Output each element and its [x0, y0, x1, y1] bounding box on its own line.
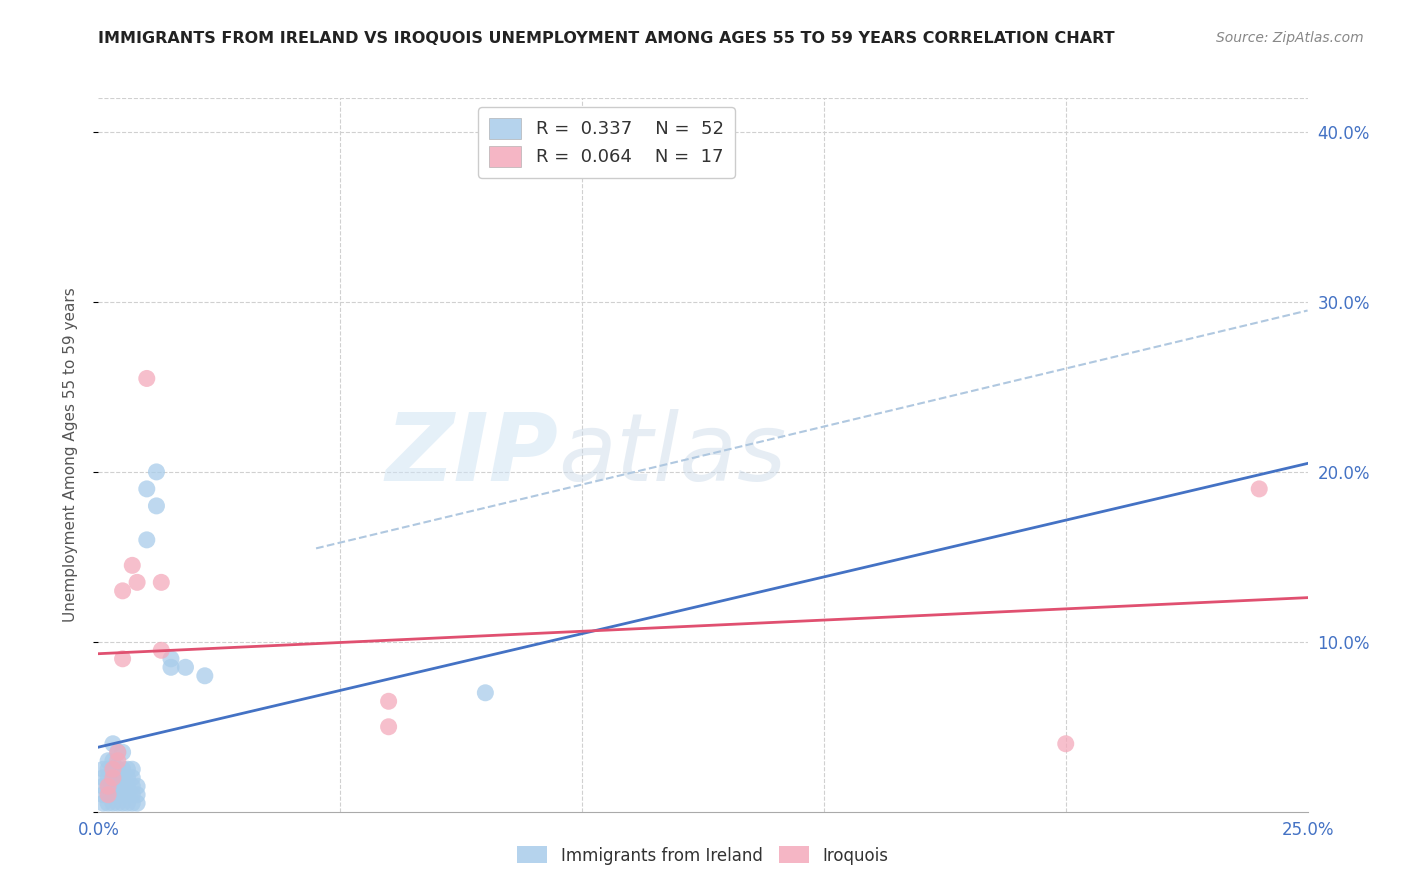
Point [107, 771, 129, 785]
Point [91, 762, 114, 776]
Point [107, 745, 129, 759]
Point [107, 788, 129, 802]
Point [121, 558, 143, 573]
Text: atlas: atlas [558, 409, 786, 500]
Point [117, 762, 139, 776]
Point [97, 754, 120, 768]
Point [97, 779, 120, 793]
Point [97, 762, 120, 776]
Point [127, 779, 149, 793]
Point [117, 796, 139, 810]
Point [101, 762, 124, 776]
Point [91, 788, 114, 802]
Point [135, 533, 157, 547]
Point [145, 499, 167, 513]
Text: IMMIGRANTS FROM IRELAND VS IROQUOIS UNEMPLOYMENT AMONG AGES 55 TO 59 YEARS CORRE: IMMIGRANTS FROM IRELAND VS IROQUOIS UNEM… [98, 31, 1115, 46]
Point [111, 745, 134, 759]
Point [107, 779, 129, 793]
Point [174, 660, 197, 674]
Point [97, 771, 120, 785]
Point [160, 660, 183, 674]
Point [117, 771, 139, 785]
Point [121, 771, 143, 785]
Point [1054, 737, 1077, 751]
Point [107, 762, 129, 776]
Point [127, 788, 149, 802]
Point [107, 754, 129, 768]
Point [101, 737, 124, 751]
Point [111, 796, 134, 810]
Point [111, 788, 134, 802]
Point [97, 788, 120, 802]
Point [101, 796, 124, 810]
Point [97, 788, 120, 802]
Point [91, 779, 114, 793]
Point [377, 720, 399, 734]
Text: Source: ZipAtlas.com: Source: ZipAtlas.com [1216, 31, 1364, 45]
Point [97, 779, 120, 793]
Point [101, 788, 124, 802]
Point [91, 796, 114, 810]
Point [121, 796, 143, 810]
Point [117, 788, 139, 802]
Point [145, 465, 167, 479]
Text: ZIP: ZIP [385, 409, 558, 501]
Point [377, 694, 399, 708]
Point [121, 779, 143, 793]
Point [107, 796, 129, 810]
Point [474, 686, 496, 700]
Point [121, 762, 143, 776]
Point [111, 779, 134, 793]
Point [117, 779, 139, 793]
Point [194, 669, 217, 683]
Point [91, 771, 114, 785]
Point [135, 482, 157, 496]
Point [1249, 482, 1271, 496]
Point [160, 652, 183, 666]
Point [111, 771, 134, 785]
Point [101, 771, 124, 785]
Point [135, 371, 157, 385]
Point [121, 788, 143, 802]
Point [150, 643, 173, 657]
Point [101, 754, 124, 768]
Point [101, 762, 124, 776]
Point [150, 575, 173, 590]
Point [111, 652, 134, 666]
Legend: Immigrants from Ireland, Iroquois: Immigrants from Ireland, Iroquois [510, 839, 896, 871]
Point [97, 796, 120, 810]
Point [107, 745, 129, 759]
Point [101, 779, 124, 793]
Point [111, 762, 134, 776]
Y-axis label: Unemployment Among Ages 55 to 59 years: Unemployment Among Ages 55 to 59 years [63, 287, 77, 623]
Point [101, 771, 124, 785]
Point [127, 796, 149, 810]
Point [127, 575, 149, 590]
Point [111, 583, 134, 598]
